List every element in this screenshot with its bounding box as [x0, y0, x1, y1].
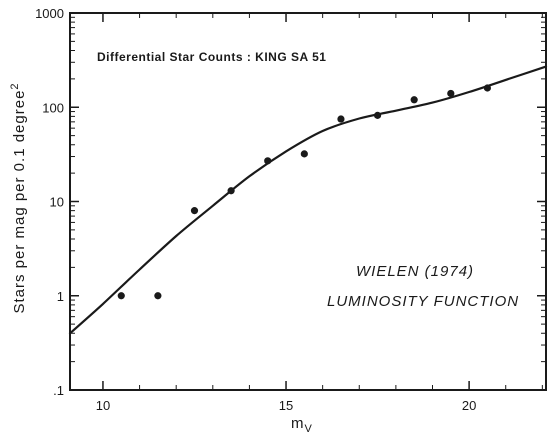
data-point: [483, 84, 492, 92]
y-axis-label-superscript: 2: [9, 82, 21, 89]
x-tick-label: 15: [279, 398, 293, 413]
luminosity-function-curve: [68, 65, 548, 335]
x-tick-labels: 10 15 20: [96, 398, 477, 413]
y-tick-label: 10: [50, 195, 64, 210]
annotation-line-2: LUMINOSITY FUNCTION: [327, 293, 519, 310]
svg-text:Stars per mag per 0.1 degree2: Stars per mag per 0.1 degree2: [9, 82, 28, 313]
y-axis-label: Stars per mag per 0.1 degree2: [9, 82, 28, 313]
data-point: [264, 157, 272, 165]
chart-title: Differential Star Counts : KING SA 51: [97, 50, 326, 64]
data-point: [337, 115, 345, 123]
x-tick-label: 20: [462, 398, 476, 413]
data-point: [117, 292, 125, 300]
axis-ticks: [70, 12, 546, 391]
data-point: [190, 207, 199, 215]
data-point: [154, 292, 162, 300]
y-axis-label-main: Stars per mag per 0.1 degree: [11, 90, 28, 314]
data-point: [300, 150, 308, 158]
x-axis-label: mV: [291, 415, 313, 435]
data-points: [117, 84, 492, 300]
x-axis-label-subscript: V: [305, 423, 313, 435]
annotation-line-1: WIELEN (1974): [356, 263, 474, 280]
data-point: [410, 96, 418, 104]
data-point: [373, 111, 382, 119]
plot-frame: [69, 12, 547, 391]
y-tick-label: 1: [57, 289, 64, 304]
data-point: [227, 187, 235, 195]
y-tick-label: 100: [42, 100, 64, 115]
y-tick-label: .1: [53, 383, 64, 398]
x-tick-label: 10: [96, 398, 110, 413]
y-tick-labels: 1000 100 10 1 .1: [35, 6, 64, 398]
data-point: [447, 89, 455, 98]
y-tick-label: 1000: [35, 6, 64, 21]
x-axis-label-main: m: [291, 415, 305, 432]
svg-text:mV: mV: [291, 415, 313, 435]
